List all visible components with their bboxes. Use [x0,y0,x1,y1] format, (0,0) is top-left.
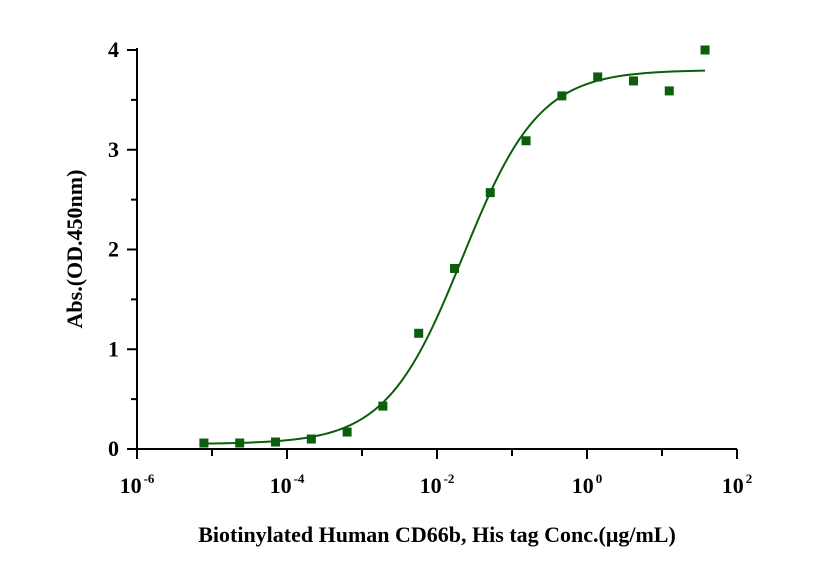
x-tick-base: 10 [120,473,142,498]
data-point [235,438,245,448]
data-point [342,427,352,437]
x-tick-base: 10 [420,473,442,498]
y-tick-label: 2 [108,237,119,262]
x-tick-label: 10 -4 [270,471,305,498]
x-tick-exponent: 2 [746,471,753,486]
data-point [199,438,209,448]
x-tick-exponent: -2 [444,471,455,486]
x-tick-exponent: -6 [144,471,155,486]
y-tick-label: 4 [108,37,119,62]
fit-curve [203,69,706,445]
x-axis-title: Biotinylated Human CD66b, His tag Conc.(… [198,522,676,547]
y-tick-label: 0 [108,436,119,461]
y-tick-label: 3 [108,137,119,162]
y-tick-label: 1 [108,336,119,361]
data-point [271,437,281,447]
y-tick-labels: 0 1 2 3 4 [108,37,119,461]
x-tick-label: 10 -6 [120,471,155,498]
data-points [199,45,710,448]
axes [127,48,738,459]
data-point [449,263,459,273]
data-point [485,188,495,198]
data-point [664,86,674,96]
x-tick-label: 10 -2 [420,471,455,498]
x-tick-exponent: -4 [294,471,305,486]
data-point [629,76,639,86]
x-tick-base: 10 [572,473,594,498]
x-tick-base: 10 [722,473,744,498]
data-point [521,136,531,146]
x-tick-label: 10 2 [722,471,753,498]
data-point [593,72,603,82]
x-tick-label: 10 0 [572,471,603,498]
data-point [700,45,710,55]
data-point [414,328,424,338]
x-tick-labels: 10 -6 10 -4 10 -2 10 0 10 2 [120,471,753,498]
x-tick-base: 10 [270,473,292,498]
y-axis-title: Abs.(OD.450nm) [62,170,87,329]
data-point [306,434,316,444]
data-point [557,91,567,101]
data-point [378,401,388,411]
x-tick-exponent: 0 [596,471,603,486]
